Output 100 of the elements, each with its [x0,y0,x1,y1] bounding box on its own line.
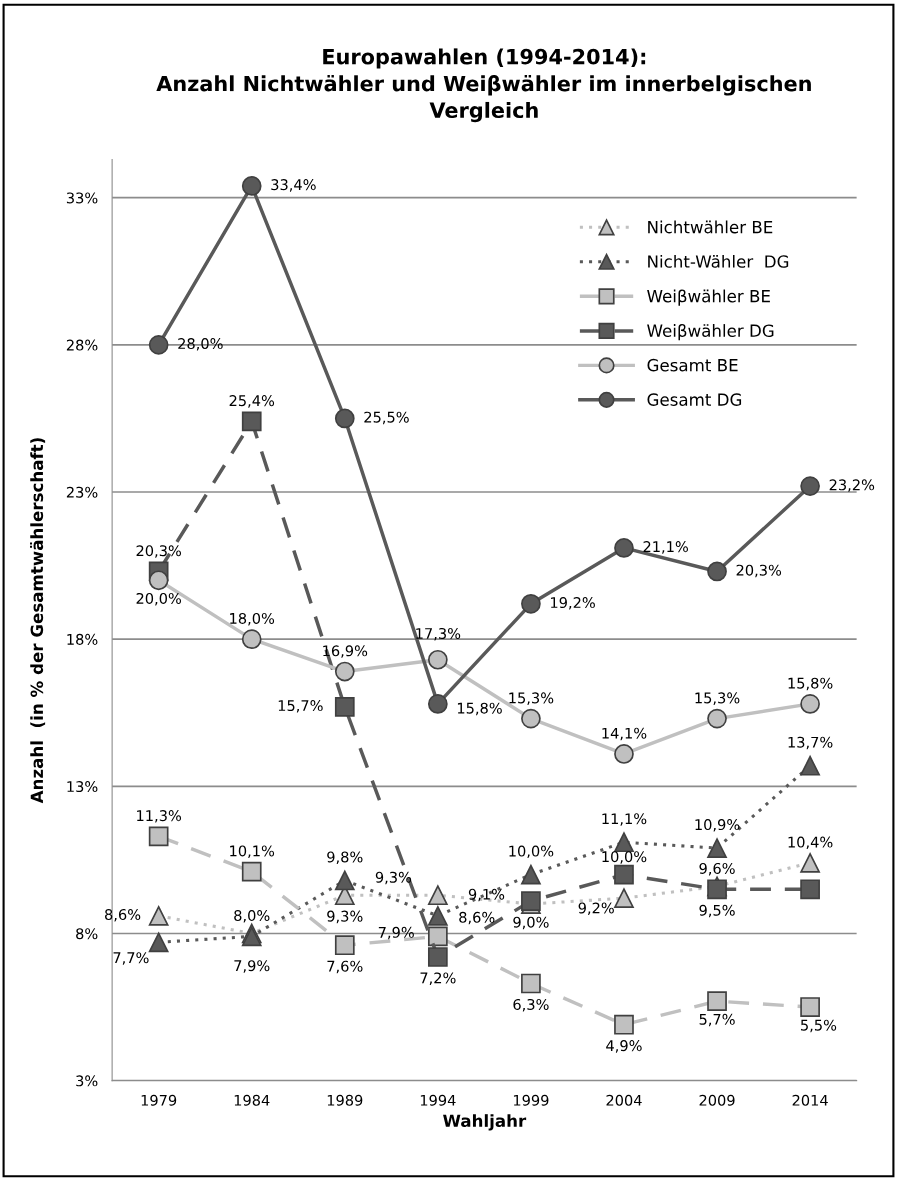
data-label: 10,9% [695,819,740,832]
data-label: 15,7% [278,700,323,713]
point [800,852,820,873]
data-label: 15,8% [457,702,502,716]
point [614,538,634,558]
data-label: 9,6% [699,862,735,876]
data-label: 9,3% [327,910,363,924]
data-label: 10,1% [230,845,275,858]
x-tick-label: 1979 [141,1094,177,1106]
data-label: 7,9% [234,960,270,973]
y-axis-title: Anzahl (in % der Gesamtwählerschaft) [30,438,46,804]
x-tick-label: 1999 [513,1094,549,1106]
point [614,864,634,885]
data-label: 28,0% [178,338,223,351]
y-tick-label: 13% [67,781,98,793]
chart-title: Europawahlen (1994-2014): Anzahl Nichtwähler und Weiβwähler im innerbelgischen Vergleich [156,48,811,123]
point [148,334,169,355]
point [241,861,262,882]
point [707,991,727,1012]
y-tick-label: 3% [76,1075,98,1087]
data-label: 13,7% [788,736,833,750]
data-label: 14,1% [602,727,647,741]
data-label: 10,0% [509,845,554,859]
point [521,973,541,994]
legend-label: Gesamt DG [647,393,742,406]
data-label: 8,6% [105,909,141,922]
point [427,926,448,947]
data-label: 17,3% [416,627,461,641]
point [334,696,355,717]
data-label: 15,3% [695,692,740,705]
point [427,905,448,926]
x-tick-label: 1994 [420,1094,456,1106]
x-tick-label: 1984 [234,1094,270,1106]
x-axis-title: Wahljahr [443,1114,527,1131]
y-tick-label: 33% [66,192,98,204]
data-label: 7,7% [113,952,149,965]
x-tick-label: 2004 [606,1094,642,1106]
point [707,879,727,900]
data-label: 21,1% [643,541,688,554]
data-label: 6,3% [513,998,549,1012]
data-label: 10,0% [602,851,647,864]
point [800,879,820,900]
legend-label: Nicht-Wähler DG [648,254,789,268]
point [707,708,727,729]
data-label: 20,0% [136,592,182,606]
point [707,838,727,858]
data-label: 9,3% [375,871,412,885]
data-label: 18,0% [230,612,275,626]
data-label: 7,9% [378,926,414,940]
data-label: 15,3% [509,692,554,705]
point [148,905,169,926]
point [241,629,262,650]
data-label: 9,2% [578,902,614,915]
data-label: 16,9% [323,645,368,658]
point [614,1014,634,1035]
y-tick-label: 28% [66,339,98,351]
data-label: 25,4% [229,395,275,408]
point [800,694,820,714]
point [148,570,169,591]
point [614,832,634,853]
y-tick-label: 23% [66,486,98,498]
point [334,408,355,429]
point [334,935,355,956]
point [521,864,541,885]
data-label: 9,1% [468,888,505,902]
point [521,708,541,729]
point [614,888,634,909]
legend-label: Gesamt BE [647,358,738,372]
point [521,593,541,614]
data-label: 23,2% [829,479,875,492]
data-label: 5,7% [699,1013,735,1027]
data-label: 4,9% [606,1040,642,1053]
point [427,694,448,714]
point [427,885,448,906]
data-label: 9,0% [513,916,549,930]
data-label: 11,3% [137,810,182,823]
point [148,932,169,953]
x-tick-label: 2009 [699,1094,735,1106]
point [427,649,448,670]
point [427,947,448,967]
data-label: 33,4% [271,179,316,192]
point [334,870,355,891]
legend-label: Weiβwähler DG [647,323,774,341]
data-label: 5,5% [801,1019,837,1033]
data-label: 15,8% [788,677,833,691]
point [614,744,634,764]
data-label: 7,2% [420,972,456,985]
point [241,176,262,196]
point [707,561,727,582]
legend-label: Weiβwähler BE [647,289,770,306]
data-label: 7,6% [327,960,363,974]
point [800,755,820,776]
data-label: 8,0% [234,910,270,923]
y-tick-label: 18% [67,633,98,645]
y-tick-label: 8% [76,928,98,940]
data-label: 25,5% [364,411,409,425]
legend-label: Nichtwähler BE [648,220,773,234]
data-label: 20,3% [736,564,782,578]
data-label: 10,4% [788,836,833,850]
point [334,661,355,682]
